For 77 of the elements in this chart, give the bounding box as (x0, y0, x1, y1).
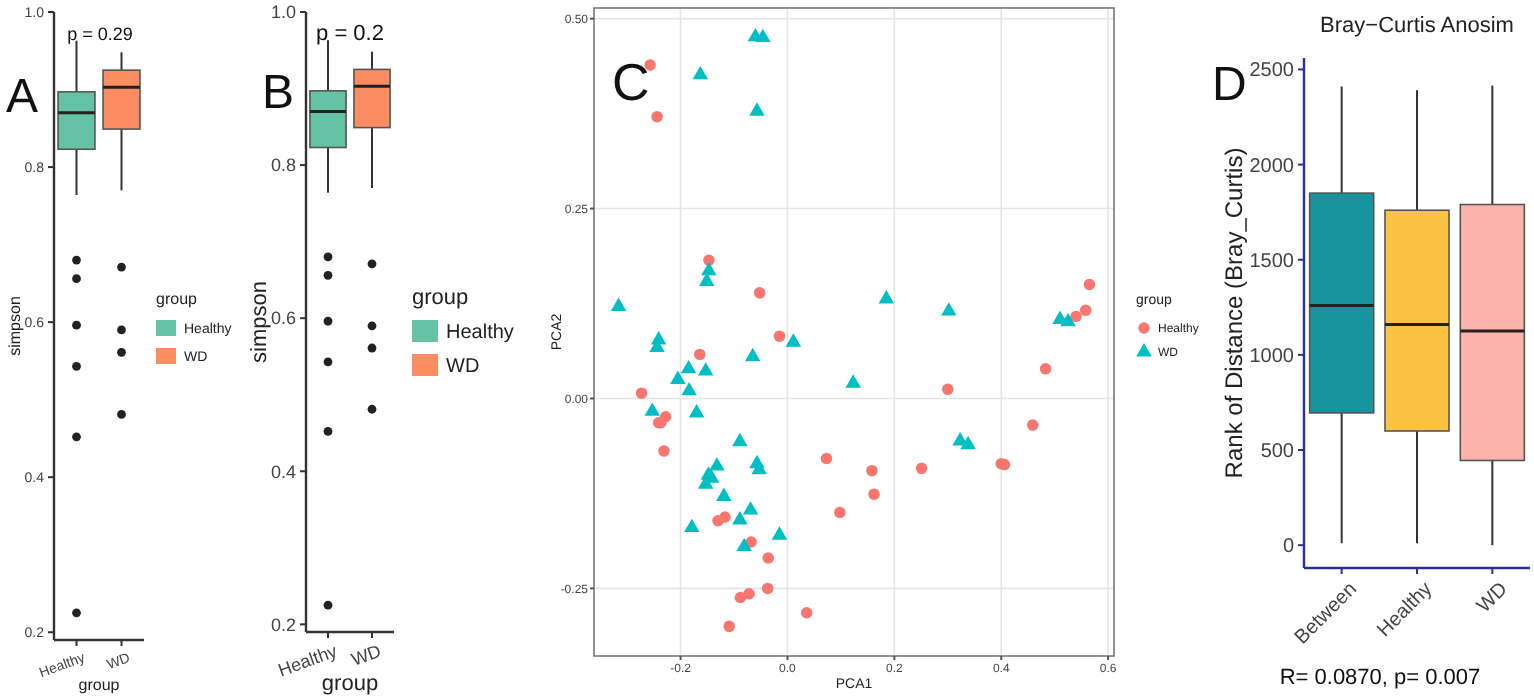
x-axis-title: group (78, 676, 121, 694)
point (734, 591, 747, 604)
point (697, 362, 714, 376)
point (644, 402, 660, 416)
point (684, 518, 700, 533)
point (753, 287, 766, 299)
x-tick-label: WD (1473, 578, 1513, 618)
legend-title: group (156, 290, 199, 308)
legend-label: Healthy (446, 322, 514, 344)
y-tick-label: 2500 (1249, 60, 1295, 83)
y-tick-label: 1000 (1249, 345, 1295, 368)
point (712, 515, 724, 527)
point (1060, 312, 1076, 327)
point (692, 65, 709, 80)
point (701, 261, 717, 276)
point (1027, 419, 1039, 431)
y-tick-label: 0.8 (270, 155, 296, 176)
point (785, 333, 802, 347)
point (1039, 363, 1052, 375)
point (744, 347, 761, 362)
text: D (1212, 58, 1247, 112)
point (762, 552, 774, 564)
point (942, 383, 954, 396)
point (749, 102, 765, 116)
y-axis-title: simpson (5, 296, 24, 356)
point (755, 28, 771, 43)
point (681, 381, 697, 396)
y-tick-label: 500 (1260, 441, 1295, 464)
y-tick-label: 0 (1282, 536, 1295, 559)
point (658, 445, 670, 457)
point (610, 297, 627, 312)
y-tick-label: 2000 (1249, 155, 1295, 178)
point (635, 387, 648, 399)
point (742, 501, 759, 515)
y-tick-label: 0.4 (270, 461, 296, 482)
legend-label: WD (446, 356, 480, 378)
point (651, 110, 663, 123)
annotation: C (612, 52, 650, 112)
point (1083, 278, 1096, 291)
text: B (262, 66, 295, 120)
y-axis-title: simpson (247, 281, 272, 363)
text: R= 0.0870, p= 0.007 (1279, 666, 1481, 690)
point (800, 606, 813, 619)
point (680, 359, 697, 374)
point (688, 403, 705, 418)
annotation: p = 0.29 (67, 24, 133, 44)
legend-title: group (412, 286, 469, 310)
y-tick-label: 0.6 (270, 308, 296, 329)
point (1070, 310, 1082, 323)
point (716, 487, 732, 501)
point (960, 435, 976, 450)
point (694, 348, 706, 361)
y-tick-label: 1.0 (270, 2, 296, 23)
point (761, 582, 774, 595)
point (845, 374, 861, 388)
x-tick-label: WD (348, 640, 385, 670)
point (723, 620, 735, 633)
point (866, 464, 878, 477)
point (732, 432, 748, 447)
point (868, 488, 880, 500)
chart-title: Bray−Curtis Anosim (1320, 14, 1514, 38)
point (820, 452, 833, 465)
point (670, 370, 686, 384)
y-tick-label: 1500 (1249, 250, 1295, 273)
text: A (6, 70, 39, 124)
annotation: p = 0.2 (316, 22, 384, 46)
point (915, 462, 928, 475)
point (736, 537, 752, 552)
point (773, 330, 786, 342)
point (1079, 304, 1092, 317)
y-axis-title: Rank of Distance (Bray_Curtis) (1220, 147, 1249, 479)
point (709, 457, 725, 471)
point (771, 526, 788, 540)
point (732, 511, 748, 525)
point (834, 506, 846, 519)
point (941, 302, 957, 316)
point (878, 290, 895, 304)
